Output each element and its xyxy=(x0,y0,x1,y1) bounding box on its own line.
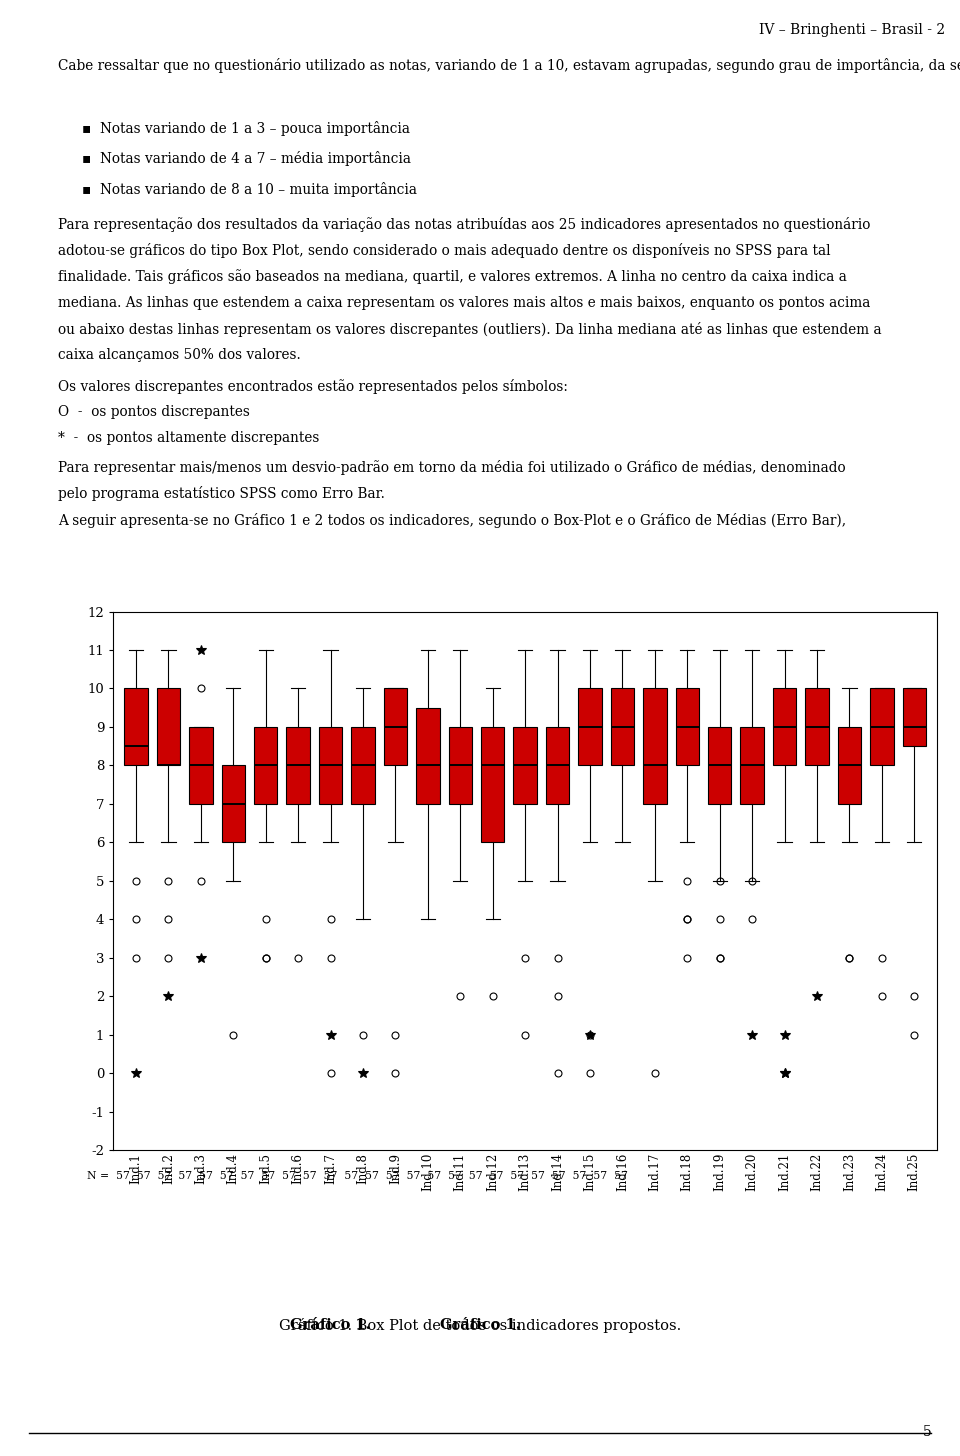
Bar xyxy=(805,689,828,766)
Bar xyxy=(222,766,245,843)
Text: 5: 5 xyxy=(923,1424,931,1439)
Text: adotou-se gráficos do tipo Box Plot, sendo considerado o mais adequado dentre os: adotou-se gráficos do tipo Box Plot, sen… xyxy=(58,243,830,258)
Bar xyxy=(838,727,861,804)
Text: Para representação dos resultados da variação das notas atribuídas aos 25 indica: Para representação dos resultados da var… xyxy=(58,217,870,232)
Text: ▪  Notas variando de 8 a 10 – muita importância: ▪ Notas variando de 8 a 10 – muita impor… xyxy=(82,182,417,197)
Text: ▪  Notas variando de 4 a 7 – média importância: ▪ Notas variando de 4 a 7 – média import… xyxy=(82,151,411,166)
Text: Para representar mais/menos um desvio-padrão em torno da média foi utilizado o G: Para representar mais/menos um desvio-pa… xyxy=(58,460,845,475)
Bar xyxy=(286,727,310,804)
Text: Gráfico 1. Box Plot de todos os indicadores propostos.: Gráfico 1. Box Plot de todos os indicado… xyxy=(278,1318,682,1332)
Text: ou abaixo destas linhas representam os valores discrepantes (outliers). Da linha: ou abaixo destas linhas representam os v… xyxy=(58,322,881,336)
Text: Gráfico 1.: Gráfico 1. xyxy=(440,1318,520,1332)
Text: N =  57  57  57  57  57  57  57  57  57  57  57  57  57  57  57  57  57  57  57 : N = 57 57 57 57 57 57 57 57 57 57 57 57 … xyxy=(87,1172,628,1181)
Text: Os valores discrepantes encontrados estão representados pelos símbolos:: Os valores discrepantes encontrados estã… xyxy=(58,379,567,393)
Bar xyxy=(546,727,569,804)
Bar xyxy=(319,727,342,804)
Bar xyxy=(351,727,374,804)
Text: caixa alcançamos 50% dos valores.: caixa alcançamos 50% dos valores. xyxy=(58,348,300,363)
Bar xyxy=(124,689,148,766)
Bar xyxy=(156,689,180,766)
Bar xyxy=(481,727,504,843)
Text: Gráfico 1. Box Plot de todos os indicadores propostos.: Gráfico 1. Box Plot de todos os indicado… xyxy=(278,1318,682,1332)
Bar xyxy=(740,727,764,804)
Text: *  -  os pontos altamente discrepantes: * - os pontos altamente discrepantes xyxy=(58,431,319,446)
Bar xyxy=(611,689,634,766)
Text: mediana. As linhas que estendem a caixa representam os valores mais altos e mais: mediana. As linhas que estendem a caixa … xyxy=(58,296,870,310)
Bar xyxy=(578,689,602,766)
Bar xyxy=(902,689,926,745)
Bar xyxy=(384,689,407,766)
Bar xyxy=(417,708,440,804)
Text: IV – Bringhenti – Brasil - 2: IV – Bringhenti – Brasil - 2 xyxy=(759,23,946,38)
Text: O  -  os pontos discrepantes: O - os pontos discrepantes xyxy=(58,405,250,419)
Bar xyxy=(708,727,732,804)
Text: Cabe ressaltar que no questionário utilizado as notas, variando de 1 a 10, estav: Cabe ressaltar que no questionário utili… xyxy=(58,58,960,73)
Text: Gráfico 1.: Gráfico 1. xyxy=(290,1318,371,1332)
Bar xyxy=(773,689,796,766)
Text: ▪  Notas variando de 1 a 3 – pouca importância: ▪ Notas variando de 1 a 3 – pouca import… xyxy=(82,121,410,135)
Bar xyxy=(448,727,472,804)
Bar xyxy=(514,727,537,804)
Bar xyxy=(189,727,212,804)
Text: A seguir apresenta-se no Gráfico 1 e 2 todos os indicadores, segundo o Box-Plot : A seguir apresenta-se no Gráfico 1 e 2 t… xyxy=(58,513,846,527)
Text: pelo programa estatístico SPSS como Erro Bar.: pelo programa estatístico SPSS como Erro… xyxy=(58,486,384,501)
Bar xyxy=(870,689,894,766)
Bar xyxy=(643,689,666,804)
Bar xyxy=(254,727,277,804)
Text: finalidade. Tais gráficos são baseados na mediana, quartil, e valores extremos. : finalidade. Tais gráficos são baseados n… xyxy=(58,269,847,284)
Bar xyxy=(676,689,699,766)
